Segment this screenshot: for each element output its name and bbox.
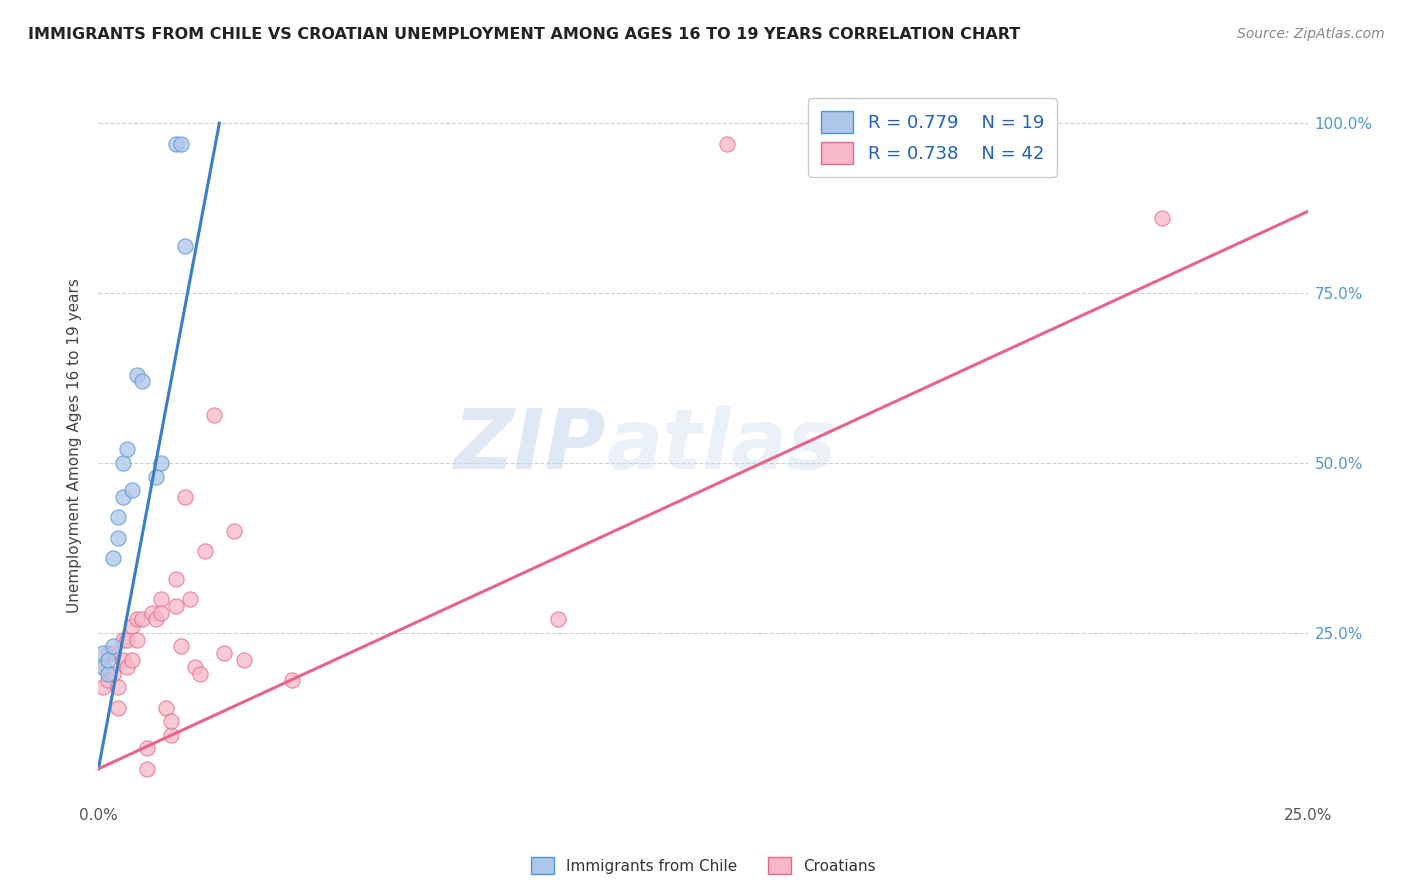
Point xyxy=(101,666,124,681)
Point xyxy=(184,660,207,674)
Point xyxy=(117,442,139,457)
Point xyxy=(111,456,134,470)
Point xyxy=(91,646,114,660)
Point xyxy=(212,646,235,660)
Point xyxy=(547,612,569,626)
Point xyxy=(127,632,149,647)
Point xyxy=(135,741,157,756)
Point xyxy=(117,632,139,647)
Text: IMMIGRANTS FROM CHILE VS CROATIAN UNEMPLOYMENT AMONG AGES 16 TO 19 YEARS CORRELA: IMMIGRANTS FROM CHILE VS CROATIAN UNEMPL… xyxy=(28,27,1021,42)
Point xyxy=(145,469,167,483)
Point xyxy=(111,632,134,647)
Point xyxy=(131,612,153,626)
Point xyxy=(145,612,167,626)
Point xyxy=(150,456,173,470)
Text: Source: ZipAtlas.com: Source: ZipAtlas.com xyxy=(1237,27,1385,41)
Point xyxy=(165,572,187,586)
Point xyxy=(107,510,129,524)
Point xyxy=(1152,211,1174,226)
Point xyxy=(107,531,129,545)
Point xyxy=(150,591,173,606)
Point xyxy=(174,238,197,252)
Point xyxy=(160,714,183,729)
Point xyxy=(111,653,134,667)
Point xyxy=(150,606,173,620)
Point xyxy=(127,368,149,382)
Point xyxy=(121,619,143,633)
Point xyxy=(165,599,187,613)
Point xyxy=(111,490,134,504)
Point xyxy=(117,660,139,674)
Point xyxy=(91,660,114,674)
Point xyxy=(169,640,191,654)
Point xyxy=(107,680,129,694)
Point xyxy=(97,673,120,688)
Legend: R = 0.779    N = 19, R = 0.738    N = 42: R = 0.779 N = 19, R = 0.738 N = 42 xyxy=(808,98,1057,177)
Point xyxy=(141,606,163,620)
Point xyxy=(101,551,124,566)
Point xyxy=(194,544,217,558)
Point xyxy=(174,490,197,504)
Point xyxy=(97,666,120,681)
Point xyxy=(281,673,304,688)
Point xyxy=(131,375,153,389)
Point xyxy=(91,660,114,674)
Point xyxy=(91,680,114,694)
Point xyxy=(101,640,124,654)
Legend: Immigrants from Chile, Croatians: Immigrants from Chile, Croatians xyxy=(524,851,882,880)
Point xyxy=(716,136,738,151)
Point xyxy=(165,136,187,151)
Text: ZIP: ZIP xyxy=(454,406,606,486)
Point xyxy=(160,728,183,742)
Point xyxy=(127,612,149,626)
Point xyxy=(121,483,143,498)
Point xyxy=(155,700,177,714)
Point xyxy=(101,646,124,660)
Point xyxy=(121,653,143,667)
Y-axis label: Unemployment Among Ages 16 to 19 years: Unemployment Among Ages 16 to 19 years xyxy=(67,278,83,614)
Point xyxy=(107,700,129,714)
Point xyxy=(169,136,191,151)
Point xyxy=(97,653,120,667)
Point xyxy=(222,524,245,538)
Point xyxy=(188,666,211,681)
Point xyxy=(97,646,120,660)
Text: atlas: atlas xyxy=(606,406,837,486)
Point xyxy=(179,591,201,606)
Point xyxy=(232,653,254,667)
Point xyxy=(135,762,157,776)
Point xyxy=(204,409,226,423)
